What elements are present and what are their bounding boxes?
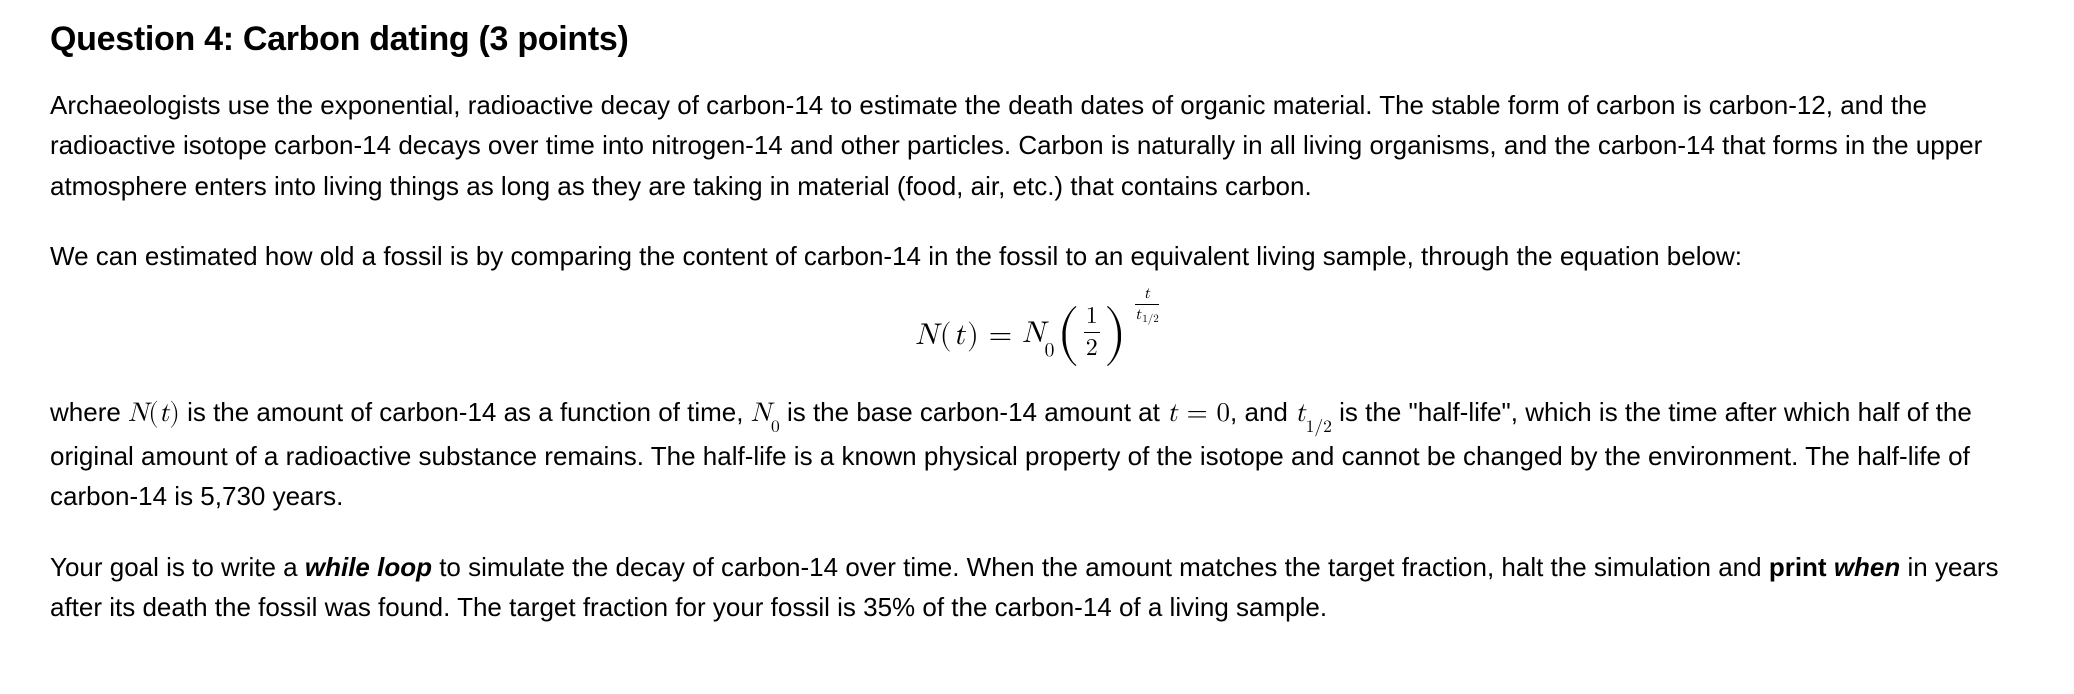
eq-big-right-paren: ): [1104, 306, 1127, 360]
p4-text-3: [1827, 552, 1834, 582]
im-t0-zero: 0: [1217, 400, 1231, 427]
equation-block: N(t) = N0 ( 1 2 ) t t1/2: [50, 306, 2024, 363]
p3-text-4: , and: [1230, 397, 1295, 427]
eq-fraction-half: 1 2: [1084, 304, 1100, 361]
question-document: Question 4: Carbon dating (3 points) Arc…: [0, 0, 2074, 657]
im-t0-eq: =: [1178, 400, 1217, 427]
eq-exp-den: t1/2: [1135, 307, 1159, 324]
paragraph-task: Your goal is to write a while loop to si…: [50, 547, 2024, 628]
im-th-sub: 1/2: [1306, 419, 1332, 436]
inline-math-t0: t = 0: [1167, 400, 1230, 427]
eq-t: t: [953, 317, 965, 353]
im-t0-t: t: [1167, 400, 1178, 427]
eq-open-paren: (: [940, 317, 952, 353]
eq-N0-N: N: [1022, 318, 1045, 348]
emphasis-when: when: [1834, 552, 1900, 582]
eq-exp-den-sub: 1/2: [1142, 314, 1159, 326]
im-N0-N: N: [751, 400, 771, 427]
im-N: N: [128, 400, 148, 427]
p4-text-2: to simulate the decay of carbon-14 over …: [432, 552, 1769, 582]
eq-equals: =: [989, 317, 1012, 353]
eq-frac-num: 1: [1084, 304, 1100, 329]
p3-text-2: is the amount of carbon-14 as a function…: [180, 397, 751, 427]
paragraph-equation-lead: We can estimated how old a fossil is by …: [50, 236, 2024, 276]
inline-math-thalf: t1/2: [1295, 400, 1332, 427]
eq-N0: N0: [1022, 315, 1054, 355]
eq-frac-den: 2: [1084, 336, 1100, 361]
bold-print: print: [1769, 552, 1827, 582]
eq-close-paren: ): [967, 317, 979, 353]
p4-text-1: Your goal is to write a: [50, 552, 305, 582]
im-N0-sub: 0: [771, 419, 780, 436]
im-t: t: [159, 400, 170, 427]
decay-equation: N(t) = N0 ( 1 2 ) t t1/2: [915, 306, 1159, 363]
p3-text-1: where: [50, 397, 128, 427]
eq-N: N: [915, 317, 938, 353]
eq-exp-bar: [1135, 304, 1159, 305]
inline-math-N0: N0: [751, 400, 780, 427]
inline-math-Nt: N(t): [128, 400, 180, 427]
eq-exp-num: t: [1144, 286, 1150, 303]
eq-exp-den-t: t: [1135, 307, 1141, 324]
paragraph-intro: Archaeologists use the exponential, radi…: [50, 85, 2024, 206]
emphasis-while-loop: while loop: [305, 552, 432, 582]
im-open: (: [148, 400, 159, 427]
eq-frac-bar: [1084, 332, 1100, 333]
im-close: ): [169, 400, 180, 427]
paragraph-explanation: where N(t) is the amount of carbon-14 as…: [50, 392, 2024, 517]
question-heading: Question 4: Carbon dating (3 points): [50, 20, 2024, 59]
eq-big-left-paren: (: [1056, 306, 1079, 360]
eq-N0-sub: 0: [1045, 340, 1055, 360]
p3-text-3: is the base carbon-14 amount at: [780, 397, 1167, 427]
eq-exponent: t t1/2: [1135, 286, 1159, 325]
im-th-t: t: [1295, 400, 1306, 427]
